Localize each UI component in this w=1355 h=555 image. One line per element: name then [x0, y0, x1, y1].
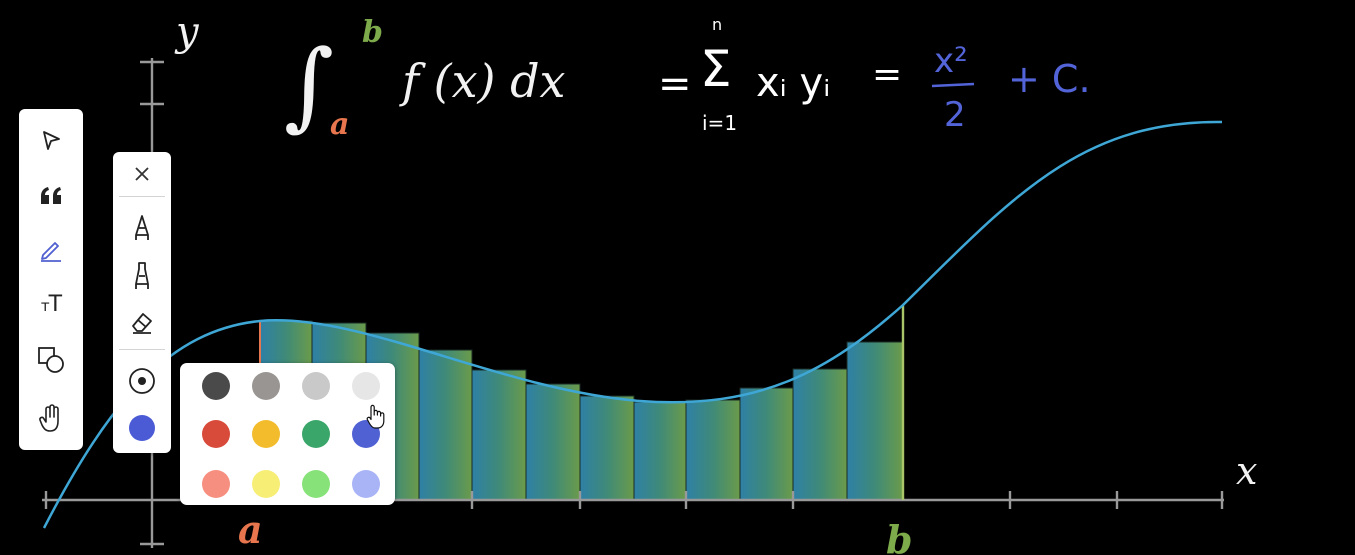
panel-divider [119, 196, 165, 197]
color-swatch[interactable] [252, 420, 280, 448]
riemann-bar [846, 341, 904, 501]
sum-sign: Σ [700, 40, 732, 98]
riemann-bar [579, 395, 635, 501]
pen-nib-icon [135, 215, 149, 240]
plus-c: + C. [1008, 57, 1091, 101]
text-tool-button[interactable]: тT [27, 282, 75, 326]
sum-body: xᵢ yᵢ [756, 60, 830, 106]
x-axis-label: x [1236, 449, 1257, 493]
color-swatch[interactable] [352, 372, 380, 400]
fraction-numerator: x² [934, 41, 968, 81]
pen-options-panel [113, 152, 171, 453]
marker-style-button[interactable] [120, 256, 164, 296]
close-panel-button[interactable] [120, 154, 164, 194]
integral-sign: ∫ [284, 29, 334, 141]
riemann-bar [792, 368, 848, 501]
sum-upper: n [712, 15, 722, 34]
quote-tool-button[interactable] [27, 173, 75, 217]
color-palette [180, 363, 395, 505]
pencil-icon [41, 242, 61, 262]
integral-upper-limit: b [362, 15, 383, 50]
sum-lower: i=1 [702, 111, 737, 135]
equals-sign: = [658, 61, 692, 107]
stroke-size-icon [129, 368, 155, 394]
text-size-icon: тT [40, 291, 62, 317]
equals-sign-2: = [872, 54, 902, 95]
color-swatch[interactable] [302, 470, 330, 498]
color-swatch[interactable] [202, 420, 230, 448]
fraction-bar [931, 82, 975, 88]
pointer-arrow-icon [43, 131, 60, 150]
color-swatch[interactable] [302, 372, 330, 400]
pen-style-button[interactable] [120, 208, 164, 248]
color-swatch[interactable] [202, 470, 230, 498]
color-swatch[interactable] [252, 470, 280, 498]
fraction-denominator: 2 [944, 95, 966, 135]
eraser-button[interactable] [120, 302, 164, 342]
riemann-bar [525, 383, 581, 501]
riemann-bar [633, 401, 687, 501]
color-swatch[interactable] [302, 420, 330, 448]
riemann-bar [471, 369, 527, 501]
b-axis-label: b [886, 517, 913, 555]
shapes-icon [38, 347, 64, 373]
eraser-icon [132, 313, 152, 334]
stroke-size-button[interactable] [120, 361, 164, 401]
integrand: f (x) dx [399, 54, 566, 108]
close-icon [135, 167, 149, 181]
panel-divider [119, 349, 165, 350]
color-swatch[interactable] [202, 372, 230, 400]
pan-tool-button[interactable] [27, 396, 75, 440]
shapes-tool-button[interactable] [27, 338, 75, 382]
integral-lower-limit: a [330, 107, 349, 142]
pen-tool-button[interactable] [27, 227, 75, 271]
color-swatch[interactable] [252, 372, 280, 400]
riemann-bar [418, 349, 473, 501]
hand-pointer-cursor-icon [366, 404, 385, 429]
highlighter-icon [135, 262, 149, 289]
quote-icon [41, 187, 61, 204]
function-curve [42, 120, 1223, 529]
riemann-bar [685, 399, 741, 501]
riemann-bar [739, 387, 794, 501]
current-color-button[interactable] [120, 408, 164, 448]
y-axis-label: y [174, 9, 200, 55]
color-dot-icon [129, 415, 155, 441]
hand-icon [39, 404, 59, 432]
drawing-toolbar: тT [19, 109, 83, 450]
select-tool-button[interactable] [27, 119, 75, 163]
color-swatch[interactable] [352, 470, 380, 498]
a-axis-label: a [238, 507, 263, 552]
integral-formula: ∫ b a f (x) dx = n Σ i=1 xᵢ yᵢ = x² 2 + … [284, 15, 1091, 142]
